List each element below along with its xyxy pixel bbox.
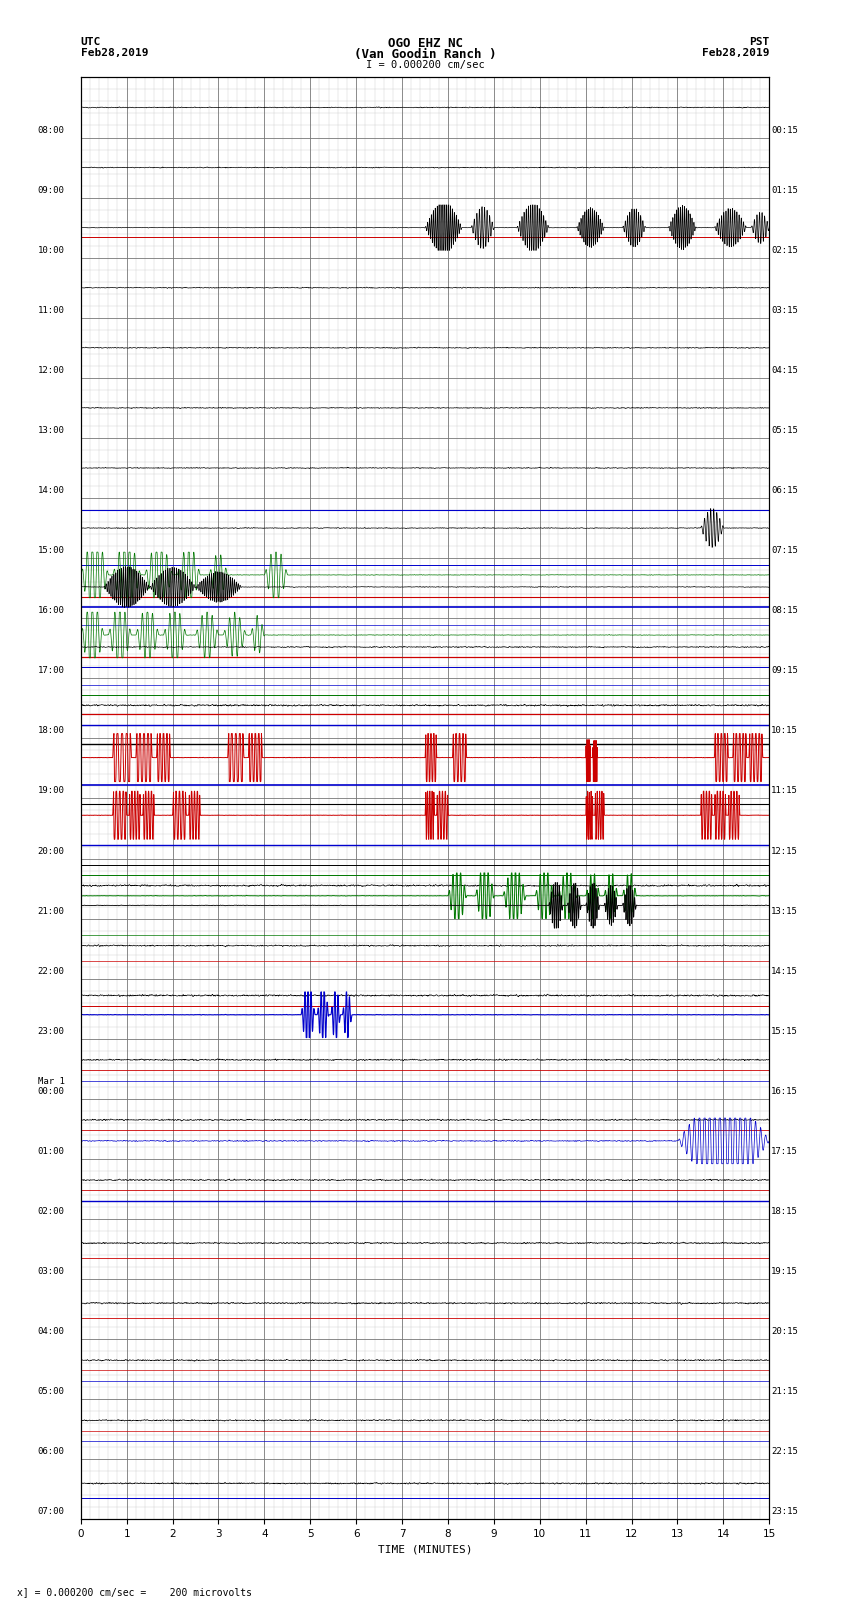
Text: 08:00: 08:00 xyxy=(37,126,65,134)
Text: 06:00: 06:00 xyxy=(37,1447,65,1457)
Text: (Van Goodin Ranch ): (Van Goodin Ranch ) xyxy=(354,48,496,61)
Text: 12:00: 12:00 xyxy=(37,366,65,374)
Text: 04:15: 04:15 xyxy=(771,366,798,374)
Text: 02:00: 02:00 xyxy=(37,1207,65,1216)
Text: I = 0.000200 cm/sec: I = 0.000200 cm/sec xyxy=(366,60,484,69)
Text: 12:15: 12:15 xyxy=(771,847,798,855)
Text: 19:15: 19:15 xyxy=(771,1268,798,1276)
Text: 21:15: 21:15 xyxy=(771,1387,798,1397)
Text: 00:15: 00:15 xyxy=(771,126,798,134)
Text: 11:15: 11:15 xyxy=(771,787,798,795)
Text: 22:00: 22:00 xyxy=(37,966,65,976)
Text: 07:15: 07:15 xyxy=(771,547,798,555)
Text: 14:15: 14:15 xyxy=(771,966,798,976)
Text: 17:15: 17:15 xyxy=(771,1147,798,1157)
Text: 13:15: 13:15 xyxy=(771,907,798,916)
Text: 01:00: 01:00 xyxy=(37,1147,65,1157)
Text: 05:00: 05:00 xyxy=(37,1387,65,1397)
Text: 19:00: 19:00 xyxy=(37,787,65,795)
Text: 02:15: 02:15 xyxy=(771,245,798,255)
Text: 23:00: 23:00 xyxy=(37,1027,65,1036)
Text: 07:00: 07:00 xyxy=(37,1508,65,1516)
Text: 09:15: 09:15 xyxy=(771,666,798,676)
Text: 16:15: 16:15 xyxy=(771,1087,798,1095)
Text: 00:00: 00:00 xyxy=(37,1087,65,1095)
Text: 14:00: 14:00 xyxy=(37,486,65,495)
Text: 20:15: 20:15 xyxy=(771,1327,798,1336)
Text: 04:00: 04:00 xyxy=(37,1327,65,1336)
Text: 15:00: 15:00 xyxy=(37,547,65,555)
Text: Feb28,2019: Feb28,2019 xyxy=(702,48,769,58)
Text: PST: PST xyxy=(749,37,769,47)
Text: 23:15: 23:15 xyxy=(771,1508,798,1516)
Text: 06:15: 06:15 xyxy=(771,486,798,495)
Text: 03:00: 03:00 xyxy=(37,1268,65,1276)
Text: UTC: UTC xyxy=(81,37,101,47)
Text: 13:00: 13:00 xyxy=(37,426,65,436)
Text: 10:00: 10:00 xyxy=(37,245,65,255)
X-axis label: TIME (MINUTES): TIME (MINUTES) xyxy=(377,1545,473,1555)
Text: 20:00: 20:00 xyxy=(37,847,65,855)
Text: x] = 0.000200 cm/sec =    200 microvolts: x] = 0.000200 cm/sec = 200 microvolts xyxy=(17,1587,252,1597)
Text: 05:15: 05:15 xyxy=(771,426,798,436)
Text: 09:00: 09:00 xyxy=(37,185,65,195)
Text: 10:15: 10:15 xyxy=(771,726,798,736)
Text: 18:00: 18:00 xyxy=(37,726,65,736)
Text: 15:15: 15:15 xyxy=(771,1027,798,1036)
Text: Feb28,2019: Feb28,2019 xyxy=(81,48,148,58)
Text: 08:15: 08:15 xyxy=(771,606,798,615)
Text: 22:15: 22:15 xyxy=(771,1447,798,1457)
Text: 16:00: 16:00 xyxy=(37,606,65,615)
Text: 18:15: 18:15 xyxy=(771,1207,798,1216)
Text: OGO EHZ NC: OGO EHZ NC xyxy=(388,37,462,50)
Text: Mar 1: Mar 1 xyxy=(37,1076,65,1086)
Text: 01:15: 01:15 xyxy=(771,185,798,195)
Text: 03:15: 03:15 xyxy=(771,306,798,315)
Text: 11:00: 11:00 xyxy=(37,306,65,315)
Text: 21:00: 21:00 xyxy=(37,907,65,916)
Text: 17:00: 17:00 xyxy=(37,666,65,676)
